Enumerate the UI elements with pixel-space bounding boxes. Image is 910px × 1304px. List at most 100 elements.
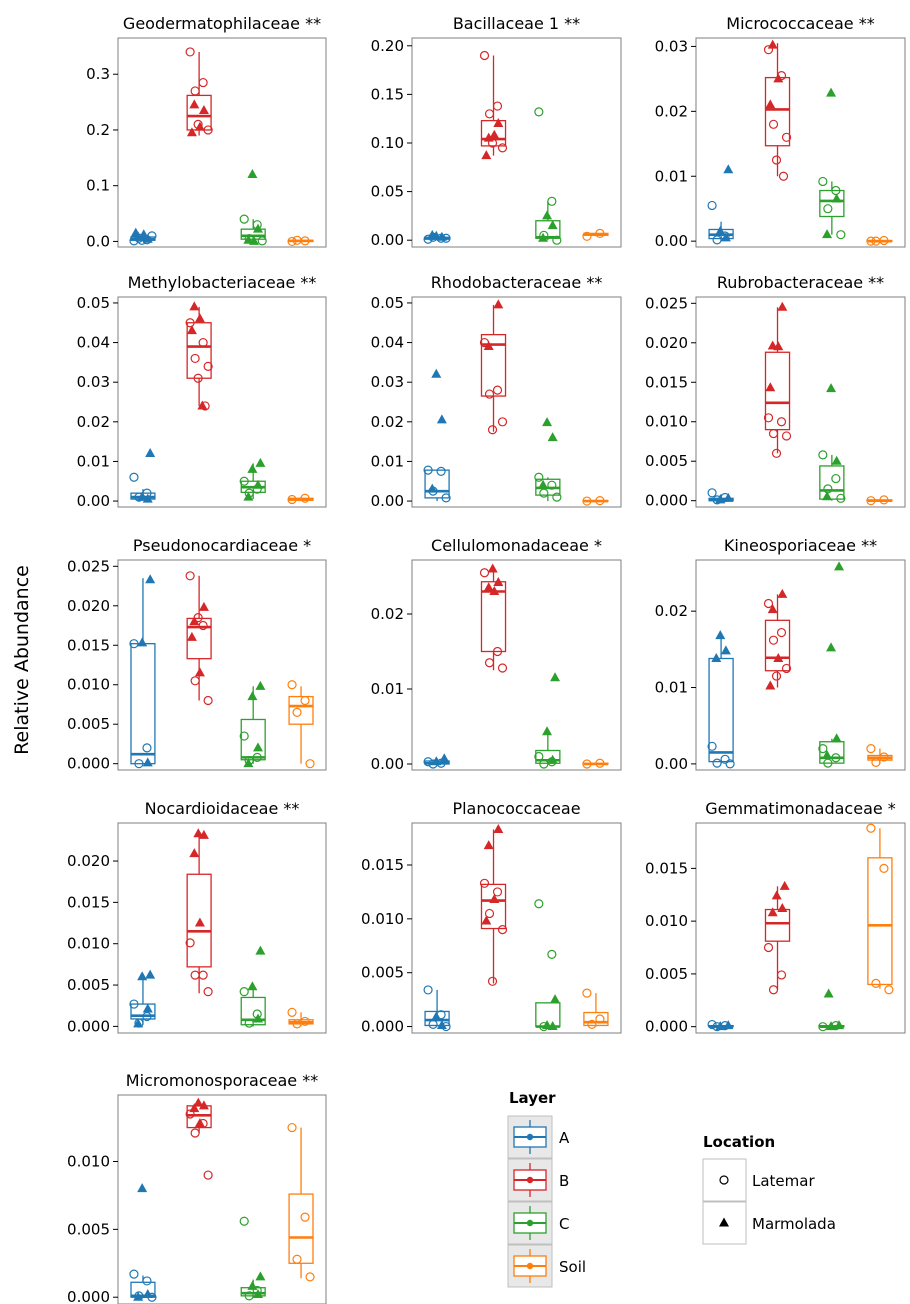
point-marmolada xyxy=(777,301,788,311)
point-marmolada xyxy=(255,1271,266,1281)
point-marmolada xyxy=(715,225,726,235)
y-tick-label: 0.04 xyxy=(77,334,110,352)
point-marmolada xyxy=(439,753,450,763)
box-a xyxy=(707,1019,734,1032)
panel: Micrococcaceae ** 0.00 0.01 0.02 0.03 xyxy=(655,14,906,250)
point-marmolada xyxy=(138,229,149,239)
box-b xyxy=(763,39,792,181)
box-c xyxy=(239,169,267,246)
panel-frame xyxy=(411,37,622,248)
y-tick-label: 0.000 xyxy=(361,1018,404,1036)
y-tick-label: 0.005 xyxy=(361,964,404,982)
point-marmolada xyxy=(826,1021,837,1031)
y-tick-label: 0.00 xyxy=(371,231,404,249)
point-latemar xyxy=(239,987,249,997)
legend-label: C xyxy=(559,1215,569,1233)
point-latemar xyxy=(831,753,841,763)
y-tick-label: 0.015 xyxy=(361,856,404,874)
point-latemar xyxy=(190,970,200,980)
point-latemar xyxy=(287,1122,297,1133)
point-latemar xyxy=(252,752,262,762)
panel-frame xyxy=(411,559,622,771)
box-c xyxy=(534,672,561,769)
y-tick-label: 0.015 xyxy=(67,636,110,654)
point-latemar xyxy=(244,1291,254,1301)
point-marmolada xyxy=(723,164,734,174)
point-marmolada xyxy=(550,994,561,1004)
box-soil xyxy=(582,758,609,769)
point-latemar xyxy=(185,47,195,57)
y-tick-label: 0.00 xyxy=(77,492,110,510)
panel: Kineosporiaceae ** 0.00 0.01 0.02 xyxy=(655,536,906,773)
box-soil xyxy=(866,823,894,995)
legend-key-dot xyxy=(526,1219,534,1227)
legend-key-dot xyxy=(526,1133,534,1141)
legend-layer-title: Layer xyxy=(509,1089,556,1107)
y-tick-label: 0.010 xyxy=(67,935,110,953)
box-b xyxy=(185,1097,213,1180)
panel-frame xyxy=(695,559,906,771)
point-marmolada xyxy=(186,631,197,641)
box-soil xyxy=(866,495,893,506)
point-latemar xyxy=(781,132,792,142)
y-tick-label: 0.01 xyxy=(77,452,110,470)
point-latemar xyxy=(768,428,779,439)
box-body xyxy=(186,322,212,379)
point-latemar xyxy=(866,744,876,754)
y-tick-label: 0.020 xyxy=(645,334,688,352)
y-tick-label: 0.015 xyxy=(645,859,688,877)
legend-location-title: Location xyxy=(703,1133,775,1151)
point-marmolada xyxy=(431,368,442,378)
point-marmolada xyxy=(823,988,834,998)
point-marmolada xyxy=(723,492,734,502)
panel: Geodermatophilaceae ** 0.0 0.1 0.2 0.3 xyxy=(86,14,327,250)
point-latemar xyxy=(193,373,203,383)
point-marmolada xyxy=(547,220,558,230)
panel: Rhodobacteraceae ** 0.00 0.01 0.02 0.03 0.04 0… xyxy=(371,273,622,510)
point-latemar xyxy=(763,942,774,953)
panel-frame xyxy=(117,822,327,1034)
point-latemar xyxy=(595,228,605,238)
point-marmolada xyxy=(189,99,200,109)
point-latemar xyxy=(539,488,549,498)
point-marmolada xyxy=(142,493,153,503)
point-marmolada xyxy=(249,235,259,245)
box-c xyxy=(534,107,562,245)
y-tick-label: 0.00 xyxy=(655,232,688,250)
legend-item-soil: Soil xyxy=(507,1244,586,1288)
point-marmolada xyxy=(834,1020,845,1030)
panel-title: Rubrobacteraceae ** xyxy=(717,273,884,292)
y-tick-label: 0.010 xyxy=(645,413,688,431)
box-a xyxy=(423,368,451,503)
panel: Gemmatimonadaceae * 0.000 0.005 0.010 0.015 xyxy=(645,799,906,1036)
legend-label: Marmolada xyxy=(752,1215,836,1233)
box-a xyxy=(129,574,156,769)
point-latemar xyxy=(487,138,498,148)
point-marmolada xyxy=(427,229,438,239)
panel-title: Rhodobacteraceae ** xyxy=(431,273,603,292)
point-marmolada xyxy=(493,823,504,833)
point-marmolada xyxy=(189,616,200,626)
point-marmolada xyxy=(779,880,790,890)
point-marmolada xyxy=(142,1289,153,1298)
legend-triangle-marker xyxy=(719,1217,729,1227)
y-tick-label: 0.03 xyxy=(655,37,688,55)
box-body xyxy=(186,873,212,968)
box-body xyxy=(708,657,734,763)
box-body xyxy=(764,351,791,431)
y-tick-label: 0.15 xyxy=(371,85,404,103)
legend-key-dot xyxy=(526,1262,534,1270)
point-marmolada xyxy=(137,491,148,501)
point-marmolada xyxy=(723,1020,734,1030)
point-latemar xyxy=(436,466,446,476)
point-latemar xyxy=(595,1014,605,1024)
point-latemar xyxy=(707,741,717,751)
point-latemar xyxy=(142,743,152,753)
point-marmolada xyxy=(481,915,492,925)
box-a xyxy=(129,969,156,1028)
y-tick-label: 0.005 xyxy=(67,1220,110,1238)
box-body xyxy=(764,908,791,942)
point-latemar xyxy=(768,985,779,995)
y-axis-label: Relative Abundance xyxy=(11,565,33,755)
point-marmolada xyxy=(767,604,778,614)
